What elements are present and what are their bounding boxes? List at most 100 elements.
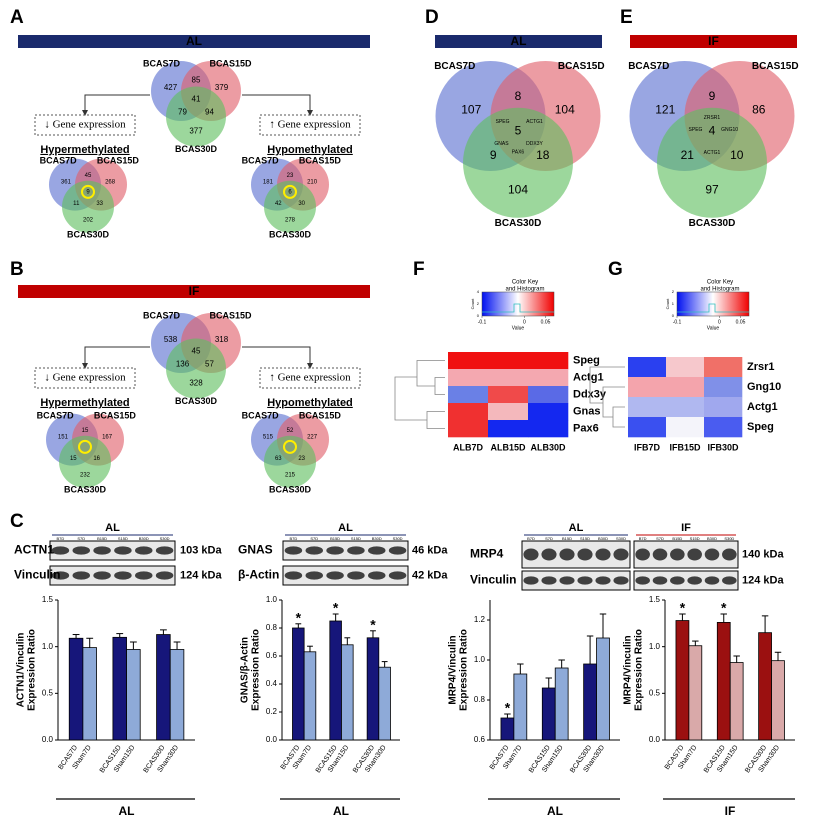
significance-star: * bbox=[333, 600, 339, 616]
significance-star: * bbox=[680, 600, 686, 616]
lane-label: S7D bbox=[545, 536, 553, 541]
heatmap-cell bbox=[448, 352, 489, 370]
panel-label: D bbox=[425, 7, 439, 28]
blot-kda: 124 kDa bbox=[742, 574, 784, 586]
header-bar bbox=[18, 35, 370, 48]
heatmap-cell bbox=[704, 377, 743, 398]
venn-count: 104 bbox=[555, 103, 575, 117]
bar bbox=[758, 632, 772, 741]
venn-set-label: BCAS15D bbox=[558, 61, 605, 72]
venn-count: 85 bbox=[192, 76, 201, 85]
blot-band bbox=[155, 571, 174, 580]
heatmap-cell bbox=[666, 377, 705, 398]
blot-strip bbox=[49, 540, 176, 561]
expression-text: ↑ Gene expression bbox=[269, 372, 351, 384]
blot-kda: 140 kDa bbox=[742, 548, 784, 560]
bar bbox=[500, 717, 515, 741]
y-tick-label: 0.2 bbox=[266, 707, 278, 716]
header-bar bbox=[630, 35, 797, 48]
blot-row-label: β-Actin bbox=[238, 568, 279, 582]
venn-set-label: BCAS30D bbox=[495, 218, 542, 229]
blot-row-label: Vinculin bbox=[14, 568, 60, 582]
venn-gene: PAX6 bbox=[512, 150, 525, 156]
blot-row-label: ACTN1 bbox=[14, 543, 54, 557]
lane-label: B30D bbox=[598, 536, 608, 541]
blot-strip bbox=[521, 540, 631, 569]
lane-label: B30D bbox=[707, 536, 717, 541]
header-bar bbox=[435, 35, 602, 48]
expression-box bbox=[34, 114, 136, 136]
venn-count: 21 bbox=[681, 148, 695, 162]
blot-header: AL bbox=[569, 522, 584, 534]
venn-circle bbox=[62, 180, 114, 233]
heatmap-cell bbox=[448, 420, 489, 438]
venn-set-label: BCAS30D bbox=[175, 144, 218, 154]
column-label: IFB7D bbox=[634, 442, 661, 452]
lane-label: B15D bbox=[97, 536, 107, 541]
lane-label: S15D bbox=[118, 536, 128, 541]
key-ylabel: Count bbox=[665, 298, 670, 310]
expression-box bbox=[34, 367, 136, 389]
bar bbox=[303, 651, 317, 741]
y-tick-label: 1.0 bbox=[649, 642, 661, 651]
blot-band bbox=[326, 571, 344, 580]
blot-band bbox=[559, 576, 575, 585]
row-label: Speg bbox=[747, 421, 774, 433]
venn-gene: GNG10 bbox=[721, 127, 738, 133]
blot-band bbox=[635, 576, 650, 585]
key-tick-label: 0.05 bbox=[736, 319, 746, 325]
blot-band bbox=[635, 548, 650, 561]
venn-highlight bbox=[283, 439, 297, 454]
lane-label: S15D bbox=[580, 536, 590, 541]
blot-band bbox=[326, 546, 344, 555]
bar bbox=[169, 649, 185, 741]
blot-kda: 42 kDa bbox=[412, 569, 448, 581]
venn-count: 11 bbox=[73, 201, 80, 207]
blot-band bbox=[368, 546, 386, 555]
y-tick-label: 0.5 bbox=[649, 688, 661, 697]
arrow bbox=[242, 346, 313, 369]
venn-set-label: BCAS30D bbox=[175, 396, 218, 406]
venn-count: 63 bbox=[275, 456, 282, 462]
venn-set-label: BCAS15D bbox=[97, 156, 140, 166]
heatmap-cell bbox=[704, 357, 743, 378]
column-label: ALB7D bbox=[453, 442, 484, 452]
y-tick-label: 0.0 bbox=[266, 735, 278, 744]
blot-band bbox=[595, 548, 611, 561]
blot-band bbox=[722, 576, 737, 585]
heatmap-cell bbox=[488, 386, 529, 404]
venn-count: 227 bbox=[307, 435, 318, 441]
bar bbox=[541, 687, 556, 741]
header-bar bbox=[18, 285, 370, 298]
blot-band bbox=[305, 571, 323, 580]
lane-label: S15D bbox=[690, 536, 700, 541]
venn-gene: ZRSR1 bbox=[704, 115, 721, 121]
key-xlabel: Value bbox=[707, 325, 720, 331]
blot-band bbox=[305, 546, 323, 555]
venn-count: 57 bbox=[205, 360, 214, 369]
venn-count: 379 bbox=[215, 83, 229, 92]
venn-count: 136 bbox=[176, 360, 190, 369]
blot-band bbox=[135, 571, 153, 580]
expression-box bbox=[259, 114, 361, 136]
arrow bbox=[82, 94, 150, 116]
key-histogram bbox=[677, 303, 749, 313]
blot-band bbox=[155, 546, 174, 555]
y-axis-label: MRP4/Vinculin bbox=[623, 635, 634, 704]
blot-band bbox=[613, 548, 629, 561]
blot-band bbox=[114, 546, 132, 555]
blot-band bbox=[722, 548, 737, 561]
row-label: Actg1 bbox=[747, 401, 778, 413]
group-label: AL bbox=[119, 804, 135, 818]
key-ytick-label: 4 bbox=[477, 289, 480, 294]
venn-count: 167 bbox=[102, 435, 113, 441]
column-label: ALB15D bbox=[490, 442, 526, 452]
bar bbox=[156, 634, 171, 741]
header-text: IF bbox=[189, 284, 200, 298]
panel-label: C bbox=[10, 511, 24, 532]
venn-count: 42 bbox=[275, 201, 282, 207]
blot-band bbox=[51, 546, 70, 555]
venn-set-label: BCAS30D bbox=[269, 230, 312, 240]
venn-highlight bbox=[78, 439, 92, 454]
